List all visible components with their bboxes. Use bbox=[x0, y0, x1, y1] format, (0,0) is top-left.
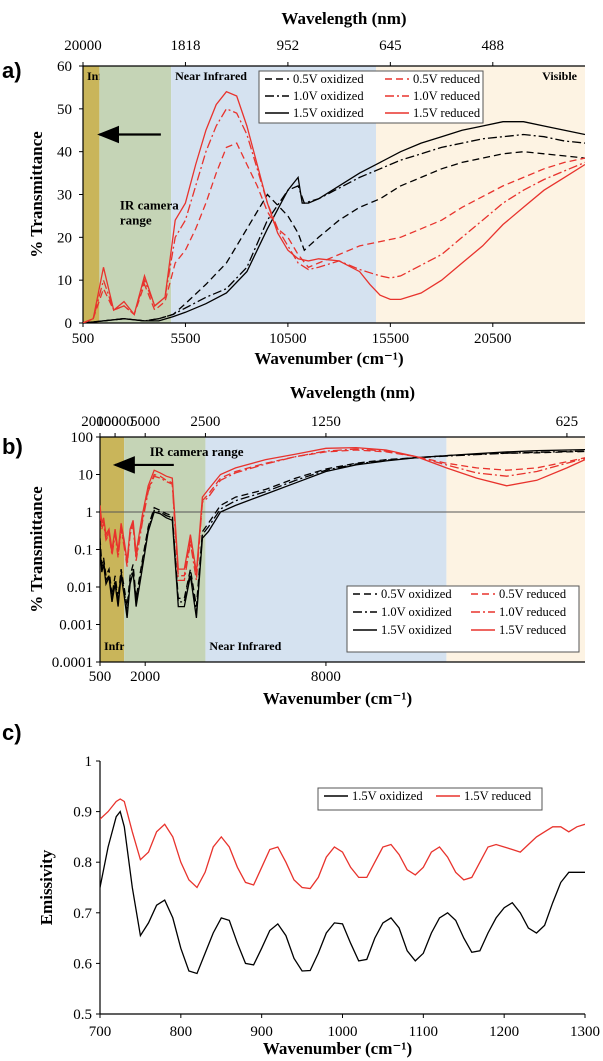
series-group bbox=[100, 446, 585, 618]
x-tick-label: 1100 bbox=[409, 1024, 438, 1040]
x-tick-label: 20500 bbox=[474, 331, 512, 347]
legend-label: 1.5V oxidized bbox=[293, 106, 364, 120]
region-band bbox=[83, 66, 100, 323]
top-axis-title: Wavelength (nm) bbox=[281, 9, 406, 28]
legend-box bbox=[346, 585, 580, 653]
legend-box bbox=[317, 787, 543, 811]
x-tick-label: 10500 bbox=[269, 331, 307, 347]
x-tick-label: 1000 bbox=[328, 1024, 358, 1040]
region-label: Visible bbox=[542, 69, 578, 83]
y-tick-label: 100 bbox=[71, 430, 94, 446]
y-tick-label: 0.1 bbox=[74, 543, 93, 559]
legend-label: 1.0V reduced bbox=[499, 605, 567, 619]
panel-letter: b) bbox=[2, 434, 23, 459]
top-tick-label: 10000 bbox=[96, 414, 134, 430]
annotation-text: IR camera bbox=[120, 197, 179, 212]
region-label: Near Infrared bbox=[175, 69, 247, 83]
x-tick-label: 15500 bbox=[372, 331, 410, 347]
series-line bbox=[83, 121, 585, 323]
x-axis-title: Wavenumber (cm⁻¹) bbox=[263, 1039, 412, 1058]
x-tick-label: 500 bbox=[72, 331, 95, 347]
series-line bbox=[100, 798, 585, 890]
y-tick-label: 0.0001 bbox=[52, 655, 93, 671]
panel-c-chart: c) 0.5 0.6 0.7 0.8 0.9 1 700 800 900 1000 1100 1200 1… bbox=[2, 720, 600, 1058]
panel-letter: a) bbox=[2, 58, 22, 83]
top-tick-label: 2500 bbox=[190, 414, 220, 430]
y-tick-label: 0.7 bbox=[73, 906, 92, 922]
series-line bbox=[100, 810, 585, 975]
annotation-text: range bbox=[120, 212, 152, 227]
y-tick-label: 0 bbox=[65, 316, 73, 332]
legend-label: 1.0V oxidized bbox=[293, 89, 364, 103]
x-tick-label: 800 bbox=[170, 1024, 193, 1040]
series-line bbox=[100, 448, 585, 618]
legend-label: 1.5V oxidized bbox=[352, 789, 423, 803]
y-tick-label: 0.001 bbox=[59, 618, 93, 634]
legend-label: 0.5V oxidized bbox=[381, 587, 452, 601]
x-tick-label: 5500 bbox=[170, 331, 200, 347]
y-tick-label: 50 bbox=[57, 102, 72, 118]
y-tick-label: 40 bbox=[57, 145, 72, 161]
x-tick-label: 2000 bbox=[130, 669, 160, 685]
panel-a-chart: InfraredNear InfraredVisiblea)0102030405… bbox=[2, 9, 585, 368]
legend-label: 1.5V oxidized bbox=[381, 623, 452, 637]
y-axis-title: % Transmittance bbox=[27, 131, 46, 258]
legend-label: 1.0V reduced bbox=[413, 89, 481, 103]
y-tick-label: 1 bbox=[85, 754, 93, 770]
x-tick-label: 8000 bbox=[311, 669, 341, 685]
y-tick-label: 0.8 bbox=[73, 855, 92, 871]
legend-label: 0.5V reduced bbox=[499, 587, 567, 601]
top-tick-label: 625 bbox=[556, 414, 579, 430]
y-axis-title: Emissivity bbox=[37, 849, 56, 925]
series-group bbox=[100, 798, 585, 975]
top-tick-label: 20000 bbox=[81, 414, 119, 430]
series-line bbox=[83, 107, 585, 323]
y-tick-label: 20 bbox=[57, 230, 72, 246]
legend-label: 0.5V oxidized bbox=[293, 72, 364, 86]
top-tick-label: 5000 bbox=[130, 414, 160, 430]
top-tick-label: 1818 bbox=[170, 38, 200, 54]
legend-label: 1.5V reduced bbox=[499, 623, 567, 637]
x-tick-label: 1300 bbox=[570, 1024, 600, 1040]
annotation-text: IR camera range bbox=[150, 444, 244, 459]
legend-label: 1.0V oxidized bbox=[381, 605, 452, 619]
legend-box bbox=[258, 70, 484, 124]
top-tick-label: 488 bbox=[482, 38, 505, 54]
x-axis-title: Wavenumber (cm⁻¹) bbox=[263, 689, 412, 708]
x-tick-label: 900 bbox=[250, 1024, 273, 1040]
y-tick-label: 60 bbox=[57, 59, 72, 75]
region-label: Near Infrared bbox=[209, 639, 281, 653]
y-tick-label: 0.6 bbox=[73, 956, 92, 972]
legend-label: 1.5V reduced bbox=[464, 789, 532, 803]
x-tick-label: 500 bbox=[89, 669, 112, 685]
legend-label: 1.5V reduced bbox=[413, 106, 481, 120]
series-line bbox=[83, 133, 585, 323]
top-tick-label: 1250 bbox=[311, 414, 341, 430]
x-tick-label: 700 bbox=[89, 1024, 112, 1040]
series-line bbox=[100, 446, 585, 573]
region-band bbox=[99, 66, 172, 323]
y-axis-title: % Transmittance bbox=[27, 486, 46, 613]
x-axis-title: Wavenumber (cm⁻¹) bbox=[254, 349, 403, 368]
series-line bbox=[83, 142, 585, 323]
y-tick-label: 0.01 bbox=[67, 580, 93, 596]
top-tick-label: 952 bbox=[277, 38, 300, 54]
series-line bbox=[83, 90, 585, 323]
y-tick-label: 10 bbox=[78, 468, 93, 484]
panel-letter: c) bbox=[2, 720, 22, 745]
top-tick-label: 645 bbox=[379, 38, 402, 54]
y-tick-label: 10 bbox=[57, 273, 72, 289]
panel-b-chart: InfraredNear InfraredVisibleb)0.00010.00… bbox=[2, 383, 585, 708]
legend-label: 0.5V reduced bbox=[413, 72, 481, 86]
y-tick-label: 0.9 bbox=[73, 805, 92, 821]
top-axis-title: Wavelength (nm) bbox=[290, 383, 415, 402]
series-line bbox=[83, 151, 585, 323]
top-tick-label: 20000 bbox=[64, 38, 102, 54]
x-tick-label: 1200 bbox=[489, 1024, 519, 1040]
y-tick-label: 1 bbox=[86, 505, 94, 521]
y-tick-label: 0.5 bbox=[73, 1007, 92, 1023]
y-tick-label: 30 bbox=[57, 188, 72, 204]
series-group bbox=[83, 90, 585, 323]
